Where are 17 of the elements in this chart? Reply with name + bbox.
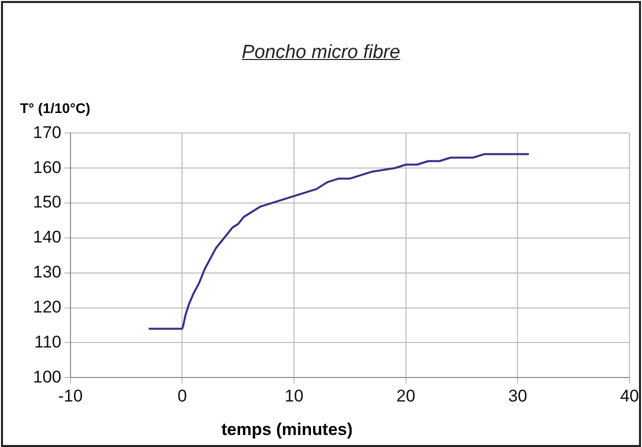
y-axis-title: T° (1/10°C) — [20, 100, 90, 116]
y-tick-label: 100 — [32, 367, 62, 386]
x-tick-label: -10 — [58, 386, 83, 406]
x-tick-label: 30 — [508, 386, 528, 406]
x-tick-label: 40 — [620, 386, 640, 406]
x-tick-label: 10 — [284, 386, 304, 406]
y-tick-label: 170 — [32, 122, 62, 142]
y-tick-label: 120 — [32, 297, 62, 316]
y-tick-label: 160 — [32, 158, 62, 177]
x-tick-label: 20 — [396, 386, 416, 406]
y-tick-label: 150 — [32, 192, 62, 212]
y-tick-label: 140 — [32, 228, 62, 247]
chart-title: Poncho micro fibre — [240, 42, 402, 64]
x-axis-title: temps (minutes) — [220, 420, 354, 440]
y-tick-label: 110 — [34, 332, 62, 352]
x-tick-label: 0 — [177, 386, 187, 406]
y-tick-label: 130 — [32, 262, 62, 282]
